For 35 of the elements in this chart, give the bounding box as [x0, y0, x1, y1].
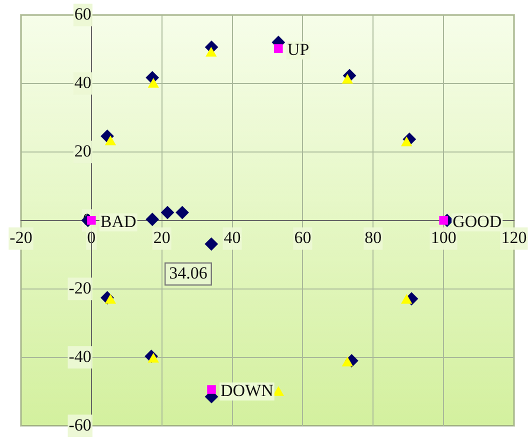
point: [148, 78, 159, 88]
y-tick-label: -20: [68, 278, 92, 298]
x-tick-label: 100: [430, 228, 456, 248]
y-tick-label: -60: [68, 415, 92, 434]
point: [274, 44, 283, 53]
annotation: UP: [287, 40, 310, 60]
x-tick-label: 120: [501, 228, 527, 248]
annotation: GOOD: [452, 212, 502, 231]
x-tick-label: -20: [10, 228, 32, 248]
point: [105, 136, 116, 146]
annotation: DOWN: [220, 380, 274, 400]
point: [401, 294, 412, 304]
point: [204, 238, 218, 251]
point: [342, 74, 353, 84]
y-tick-label: 60: [74, 4, 92, 24]
y-tick-label: 40: [74, 72, 92, 92]
y-tick-label: -40: [68, 346, 92, 366]
point: [273, 386, 284, 396]
point: [342, 357, 353, 366]
point: [105, 294, 116, 304]
point: [207, 385, 216, 394]
point: [146, 212, 159, 226]
point: [176, 206, 189, 220]
point: [148, 353, 159, 363]
annotation: 34.06: [169, 263, 208, 282]
x-tick-label: 60: [294, 228, 312, 248]
point: [160, 206, 174, 220]
y-tick-label: 20: [74, 141, 92, 160]
x-tick-label: 20: [153, 228, 170, 248]
point: [439, 216, 448, 225]
point: [206, 47, 216, 57]
x-tick-label: 40: [224, 228, 241, 248]
x-tick-label: 80: [364, 228, 382, 248]
annotation: BAD: [100, 212, 136, 231]
point: [401, 137, 412, 146]
